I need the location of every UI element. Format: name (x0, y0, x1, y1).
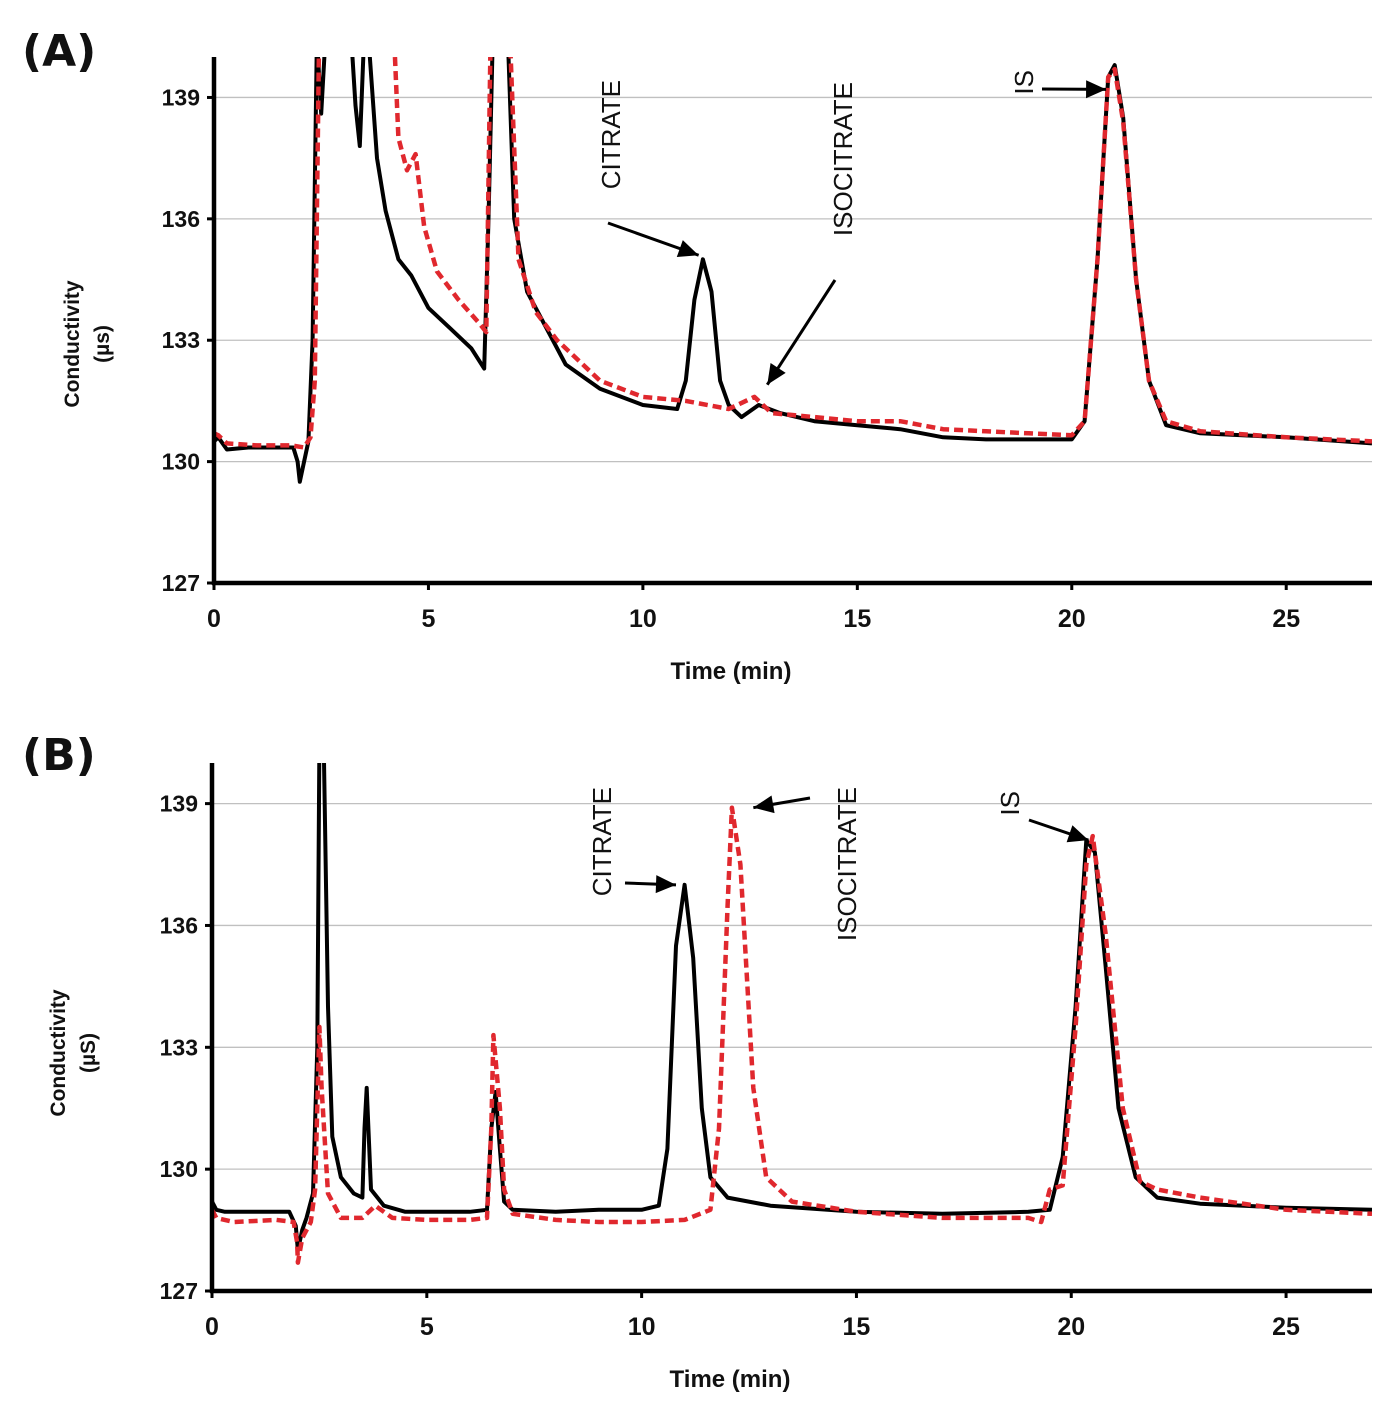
chart-a: 127 130 133 136 139 0 5 10 15 20 25 Time (min) CITRA… (162, 57, 1372, 685)
b-y-tick-label-136: 136 (160, 912, 198, 938)
a-y-tick-label-136: 136 (162, 206, 200, 232)
a-x-axis-label: Time (min) (671, 658, 792, 685)
b-x-tick-label-10: 10 (628, 1313, 656, 1341)
a-x-tick-label-5: 5 (421, 605, 435, 633)
b-arrow-is-head (1066, 825, 1089, 843)
b-y-tick-label-139: 139 (160, 791, 198, 817)
a-y-tick-label-130: 130 (162, 449, 200, 475)
b-annotation-is: IS (995, 791, 1025, 816)
a-x-tick-label-10: 10 (629, 605, 657, 633)
b-arrow-citrate-head (655, 875, 676, 894)
a-x-tick-label-15: 15 (843, 605, 871, 633)
a-arrow-citrate-head (676, 240, 699, 258)
b-x-tick-label-25: 25 (1272, 1313, 1300, 1341)
a-arrow-is-head (1086, 80, 1107, 99)
b-arrow-isocitrate-head (753, 795, 775, 814)
panel-label-b: (B) (22, 730, 96, 781)
b-y-tick-label-133: 133 (160, 1034, 198, 1060)
a-y-tick-label-127: 127 (162, 570, 200, 596)
a-arrow-isocitrate-head (767, 363, 786, 385)
a-annotation-citrate: CITRATE (596, 80, 626, 189)
b-annotation-isocitrate: ISOCITRATE (832, 787, 862, 941)
b-y-tick-label-127: 127 (160, 1278, 198, 1304)
b-x-tick-label-20: 20 (1057, 1313, 1085, 1341)
b-series-standard-line (212, 805, 1372, 1265)
a-annotation-is: IS (1009, 70, 1039, 95)
a-y-tick-label-139: 139 (162, 84, 200, 110)
panel-label-a: (A) (22, 26, 97, 77)
b-series-sample-line (212, 763, 1372, 1253)
chart-b: 127 130 133 136 139 0 5 10 15 20 25 Time (min) CITRA… (160, 763, 1372, 1393)
a-arrow-isocitrate-shaft (766, 279, 837, 386)
b-y-tick-label-130: 130 (160, 1156, 198, 1182)
b-x-tick-label-5: 5 (420, 1313, 434, 1341)
b-x-tick-label-0: 0 (205, 1313, 219, 1341)
a-x-tick-label-20: 20 (1058, 605, 1086, 633)
a-series-standard-line (214, 57, 1372, 450)
a-x-tick-label-0: 0 (207, 605, 221, 633)
a-x-tick-label-25: 25 (1272, 605, 1300, 633)
b-x-axis-label: Time (min) (670, 1366, 791, 1393)
a-y-tick-label-133: 133 (162, 327, 200, 353)
a-annotation-isocitrate: ISOCITRATE (828, 82, 858, 236)
b-x-tick-label-15: 15 (843, 1313, 871, 1341)
b-annotation-citrate: CITRATE (587, 787, 617, 896)
